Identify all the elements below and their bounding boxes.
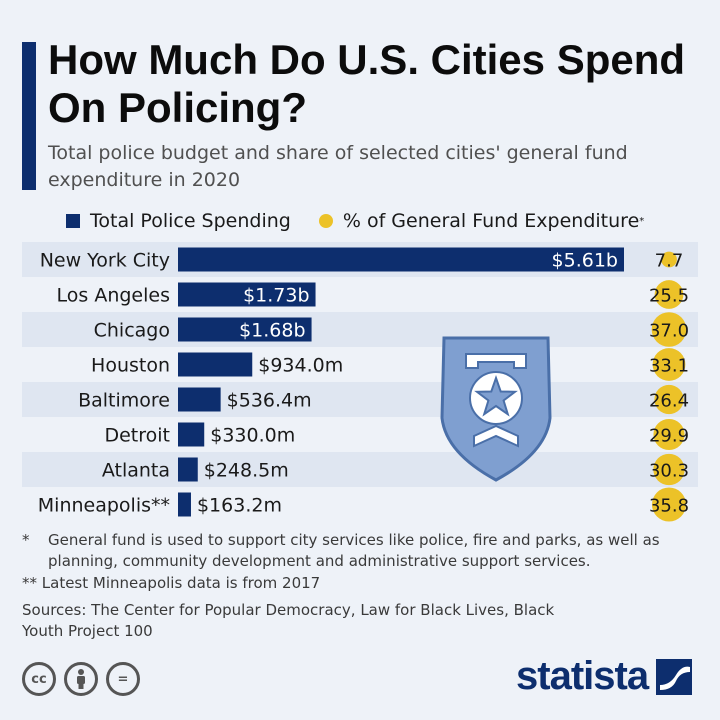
- footnote-general-fund: * General fund is used to support city s…: [22, 530, 712, 572]
- spending-value-label: $330.0m: [210, 425, 295, 447]
- share-bubble: [654, 280, 684, 309]
- spending-value-label: $163.2m: [197, 495, 282, 517]
- person-glyph: [77, 669, 85, 689]
- legend-share-swatch: [318, 214, 333, 228]
- share-bubble: [653, 453, 685, 486]
- spending-value-label: $1.68b: [239, 320, 305, 342]
- nd-icon[interactable]: =: [106, 662, 140, 696]
- category-label: Detroit: [104, 425, 170, 447]
- share-bubble: [651, 487, 687, 522]
- spending-bar: [178, 492, 191, 517]
- badge-crest: [465, 353, 527, 369]
- share-value-label: 35.8: [649, 496, 689, 517]
- share-value-label: 29.9: [649, 426, 689, 447]
- category-label: New York City: [40, 250, 170, 272]
- spending-value-label: $536.4m: [227, 390, 312, 412]
- spending-bar: [178, 422, 205, 447]
- title-accent-bar: [22, 42, 36, 190]
- spending-bar: [178, 457, 198, 482]
- star-icon: [474, 374, 518, 417]
- category-label: Los Angeles: [57, 285, 170, 307]
- sources-note: Sources: The Center for Popular Democrac…: [22, 601, 555, 640]
- chart-legend: Total Police Spending % of General Fund …: [66, 208, 644, 234]
- row-band: [22, 382, 698, 417]
- spending-bar: [178, 317, 312, 342]
- share-value-label: 25.5: [649, 286, 689, 307]
- share-bubble: [654, 384, 684, 415]
- by-icon[interactable]: [64, 662, 98, 696]
- spending-bar: [178, 247, 624, 272]
- share-value-label: 26.4: [649, 391, 689, 412]
- police-spending-chart: New York City $5.61b 7.7 Los Angeles $1.73b 2…: [22, 242, 698, 522]
- row-band: [22, 312, 698, 347]
- category-label: Baltimore: [78, 390, 170, 412]
- spending-bar: [178, 352, 253, 377]
- share-bubble: [653, 418, 685, 451]
- legend-spending-label: Total Police Spending: [90, 210, 291, 232]
- category-label: Houston: [91, 355, 170, 377]
- spending-value-label: $248.5m: [204, 460, 289, 482]
- share-bubble: [661, 251, 677, 268]
- legend-spending-swatch: [66, 214, 80, 228]
- footnote-star: *: [22, 531, 30, 549]
- category-label: Minneapolis**: [38, 495, 170, 517]
- legend-share-marker: *: [639, 215, 645, 227]
- page-title: How Much Do U.S. Cities Spend On Policin…: [48, 36, 686, 131]
- cc-icon[interactable]: cc: [22, 662, 56, 696]
- spending-value-label: $5.61b: [552, 250, 618, 272]
- statista-logo-icon: [656, 658, 693, 695]
- spending-value-label: $934.0m: [258, 355, 343, 377]
- share-value-label: 37.0: [649, 321, 689, 342]
- share-bubble: [652, 348, 686, 381]
- license-icons: cc =: [22, 662, 140, 696]
- spending-bar: [178, 387, 221, 412]
- legend-share-label: % of General Fund Expenditure: [342, 210, 640, 232]
- share-value-label: 33.1: [649, 356, 689, 377]
- statista-brand[interactable]: statista: [516, 654, 693, 699]
- category-label: Chicago: [94, 320, 170, 342]
- share-value-label: 30.3: [649, 461, 689, 482]
- spending-bar: [178, 282, 316, 307]
- brand-name: statista: [516, 654, 649, 698]
- badge-chevron: [473, 424, 519, 448]
- police-badge-icon: [440, 336, 552, 482]
- share-bubble: [651, 312, 687, 347]
- share-value-label: 7.7: [655, 251, 684, 272]
- page-subtitle: Total police budget and share of selecte…: [48, 142, 628, 191]
- row-band: [22, 452, 698, 487]
- spending-value-label: $1.73b: [243, 285, 309, 307]
- category-label: Atlanta: [102, 460, 170, 482]
- footnote-minneapolis: ** Latest Minneapolis data is from 2017: [22, 574, 321, 592]
- footnote-general-fund-text: General fund is used to support city ser…: [48, 531, 660, 570]
